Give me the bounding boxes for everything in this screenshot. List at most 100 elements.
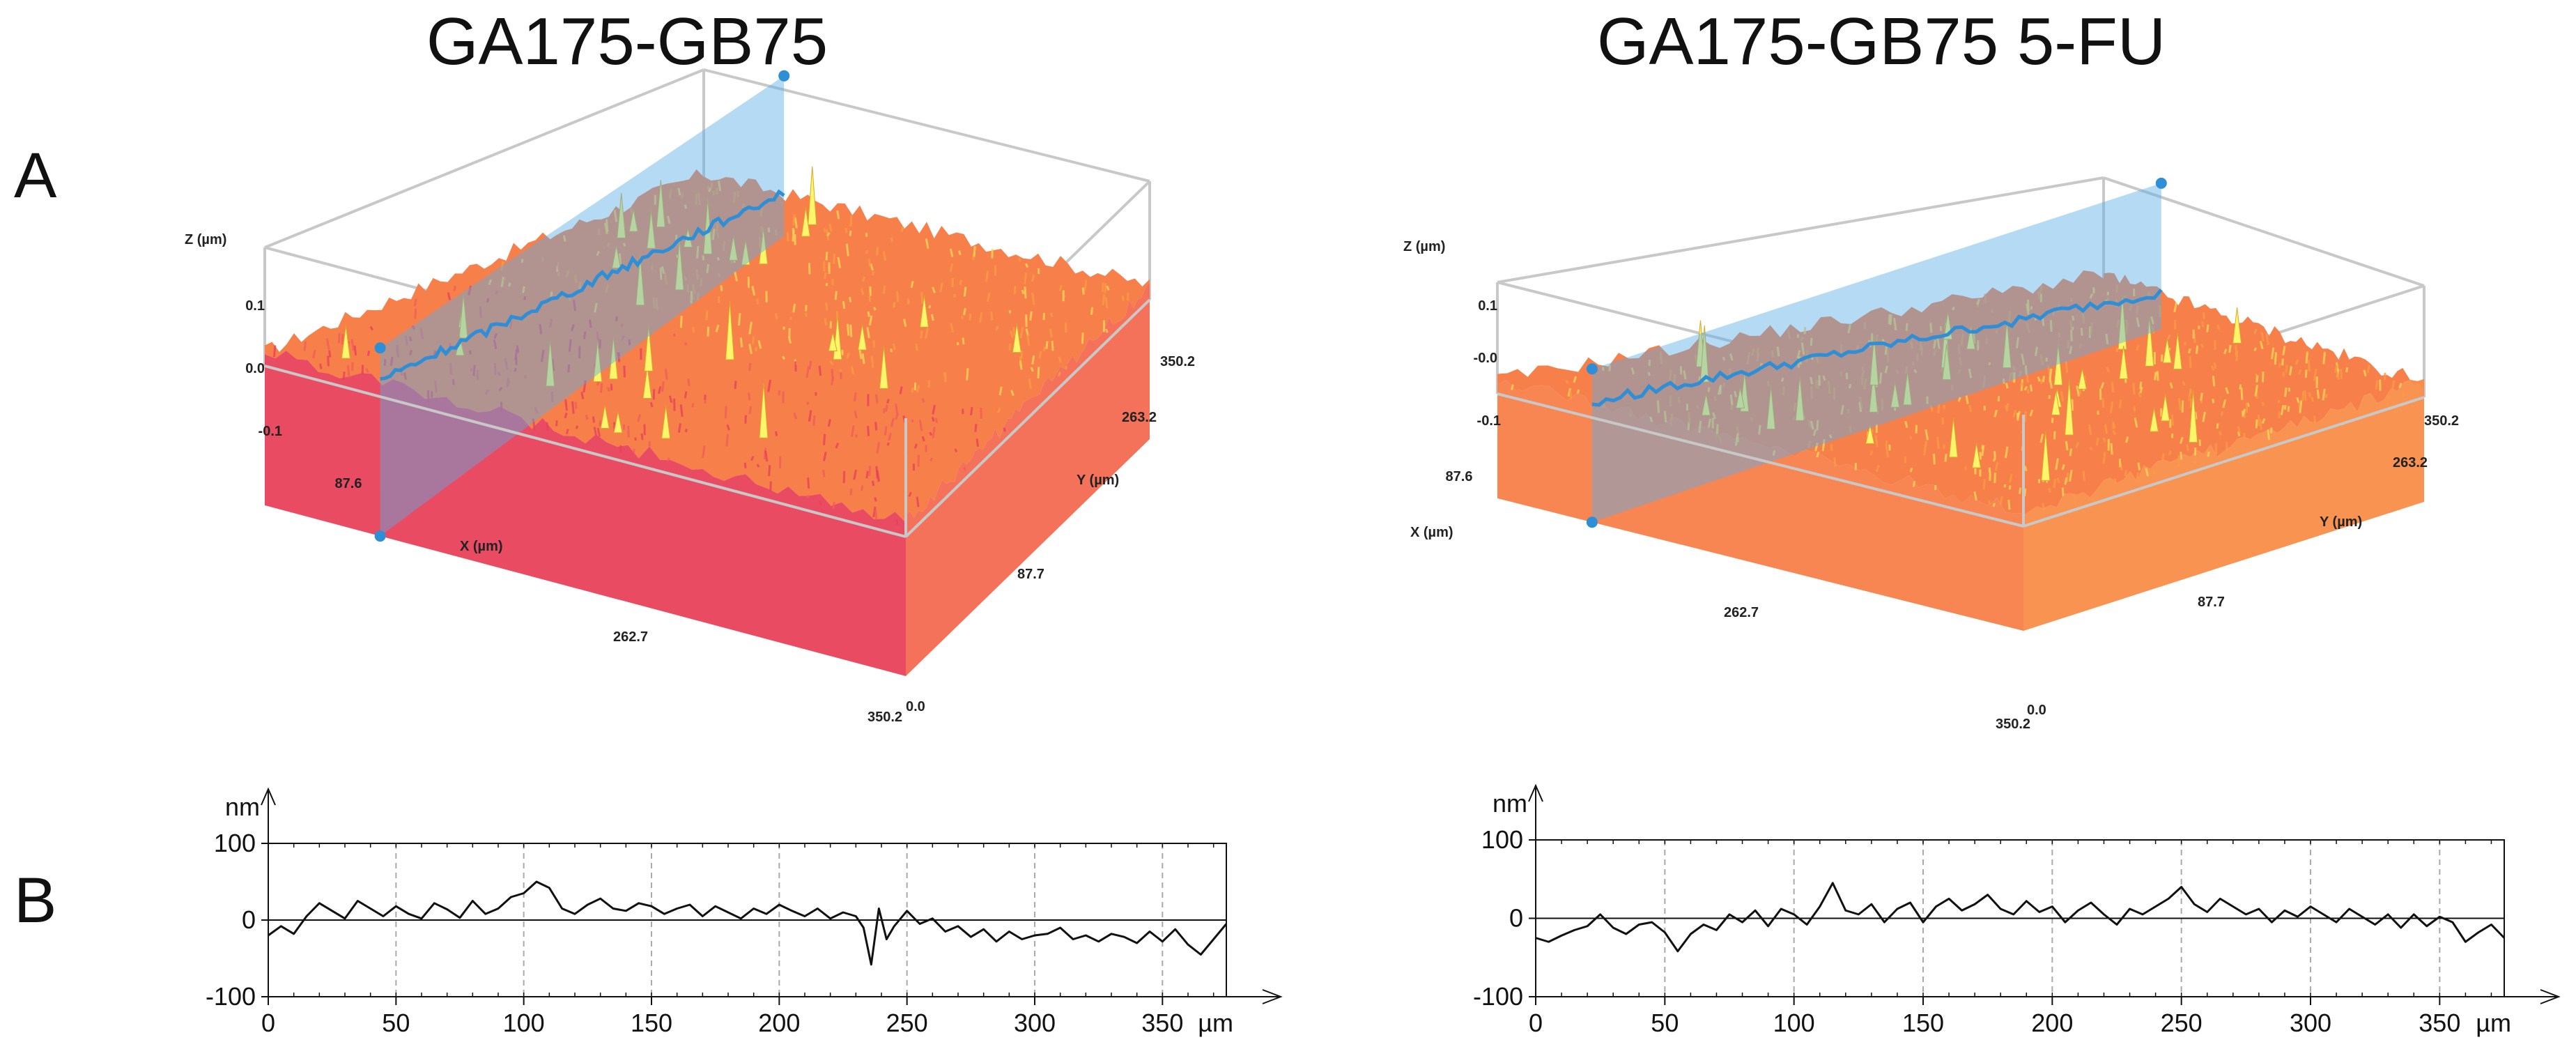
surface-peak — [628, 209, 638, 232]
surface-texture — [1993, 409, 1998, 418]
surface-texture — [2307, 360, 2311, 372]
surface-peak — [1012, 323, 1021, 353]
surface-texture — [1028, 378, 1032, 389]
surface-texture — [805, 305, 808, 312]
surface-texture — [1683, 370, 1687, 380]
surface-texture — [2237, 426, 2241, 434]
surface-texture — [2195, 345, 2199, 354]
surface-texture — [2049, 368, 2053, 380]
surface-texture — [1659, 351, 1663, 365]
surface-texture — [1904, 366, 1908, 374]
surface-texture — [2102, 437, 2106, 443]
surface-texture — [903, 319, 907, 328]
surface-texture — [1800, 342, 1805, 355]
surface-texture — [1840, 404, 1844, 415]
x-tick-label: 250 — [2161, 1009, 2203, 1037]
surface-texture — [2139, 387, 2143, 394]
surface-texture — [540, 349, 545, 362]
surface-texture — [684, 204, 688, 209]
surface-texture — [1782, 386, 1786, 396]
surface-peak — [801, 207, 810, 237]
x-tick-label: 262.7 — [613, 629, 648, 645]
surface-texture — [2076, 385, 2081, 397]
surface-texture — [1630, 367, 1635, 375]
surface-texture — [613, 210, 618, 222]
surface-texture — [764, 450, 769, 462]
surface-texture — [2375, 380, 2379, 390]
surface-texture — [1729, 394, 1734, 406]
surface-texture — [365, 367, 369, 374]
surface-texture — [895, 519, 899, 526]
surface-texture — [778, 390, 781, 396]
surface-texture — [2260, 331, 2265, 342]
surface-texture — [2169, 382, 2173, 389]
surface-texture — [350, 339, 355, 351]
surface-texture — [911, 387, 914, 393]
surface-texture — [715, 324, 720, 332]
surface-texture — [2313, 368, 2317, 381]
surface-texture — [1957, 397, 1961, 402]
surface-peak — [1966, 326, 1976, 350]
surface-peak — [644, 324, 654, 372]
surface-texture — [596, 381, 600, 386]
surface-texture — [1933, 340, 1937, 349]
surface-texture — [414, 308, 417, 319]
surface-texture — [2137, 462, 2141, 470]
surface-texture — [1104, 283, 1107, 293]
surface-texture — [628, 339, 631, 346]
surface-texture — [1812, 429, 1817, 436]
surface-texture — [828, 224, 833, 232]
surface-texture — [1885, 440, 1888, 447]
surface-texture — [2239, 384, 2242, 390]
surface-texture — [892, 343, 896, 351]
surface-peak — [2173, 332, 2182, 370]
surface-texture — [2151, 326, 2155, 334]
x-tick-label: 100 — [1773, 1009, 1815, 1037]
surface-texture — [2056, 477, 2060, 484]
surface-texture — [2124, 470, 2128, 477]
surface-texture — [1968, 368, 1973, 378]
surface-texture — [1707, 418, 1711, 428]
surface-texture — [488, 279, 493, 285]
surface-texture — [1577, 389, 1580, 394]
surface-top — [1497, 270, 2424, 516]
surface-texture — [622, 243, 626, 247]
surface-texture — [962, 466, 967, 471]
x-axis-arrowhead — [1262, 989, 1283, 1004]
surface-texture — [2060, 391, 2065, 402]
surface-texture — [1009, 330, 1014, 339]
surface-texture — [532, 418, 536, 431]
surface-peak — [2145, 316, 2154, 367]
surface-texture — [539, 323, 543, 335]
surface-texture — [2152, 470, 2156, 475]
surface-texture — [623, 365, 626, 378]
surface-texture — [1800, 336, 1804, 342]
surface-texture — [1822, 375, 1826, 381]
section-handle — [778, 70, 790, 82]
surface-texture — [2039, 353, 2044, 365]
surface-texture — [575, 425, 579, 429]
surface-texture — [665, 369, 668, 380]
surface-peak — [2065, 379, 2074, 436]
surface-texture — [2106, 367, 2110, 372]
surface-texture — [1793, 402, 1797, 411]
surface-texture — [835, 443, 840, 449]
surface-texture — [562, 235, 566, 242]
surface-wall-left — [265, 351, 906, 676]
surface-texture — [808, 360, 812, 370]
surface-texture — [831, 369, 834, 381]
surface-texture — [961, 315, 964, 320]
surface-texture — [1847, 324, 1851, 334]
surface-texture — [541, 256, 544, 262]
surface-texture — [873, 307, 877, 311]
surface-texture — [2023, 411, 2027, 422]
surface-texture — [657, 386, 662, 395]
surface-texture — [2023, 385, 2028, 391]
surface-peak — [656, 180, 665, 228]
surface-texture — [2304, 390, 2307, 401]
surface-peak — [2041, 430, 2051, 481]
surface-texture — [470, 368, 473, 372]
x-tick-label: 200 — [2031, 1009, 2073, 1037]
surface-peak — [2162, 338, 2172, 364]
surface-texture — [1879, 372, 1883, 384]
